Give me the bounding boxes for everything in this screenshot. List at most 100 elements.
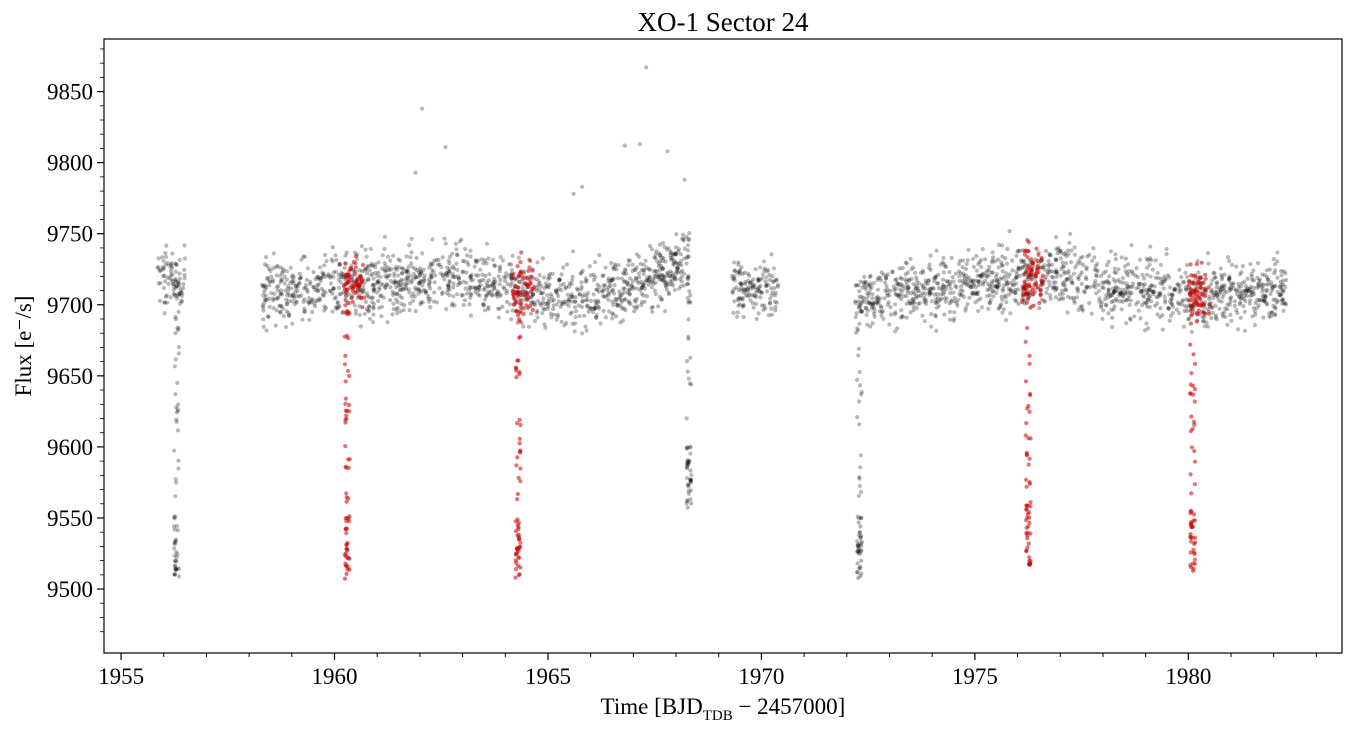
- data-point-s0-1428: [735, 314, 740, 319]
- data-point-s1-275: [344, 416, 349, 421]
- data-point-s0-1166: [579, 280, 584, 285]
- data-point-s0-712: [429, 272, 434, 277]
- data-point-s0-121: [531, 292, 536, 297]
- data-point-s0-771: [468, 248, 473, 253]
- data-point-s0-2456: [979, 274, 984, 280]
- data-point-s1-143: [1022, 252, 1028, 257]
- data-point-s0-1999: [1006, 286, 1011, 292]
- data-point-s0-2435: [942, 261, 947, 267]
- data-point-s0-2147: [1220, 295, 1225, 300]
- data-point-s0-2965: [858, 453, 863, 458]
- data-point-s0-1341: [409, 261, 414, 266]
- data-point-s0-131: [440, 272, 445, 277]
- data-point-s0-184: [641, 282, 646, 288]
- data-point-s1-60: [360, 262, 365, 268]
- data-point-s1-415: [1026, 541, 1031, 546]
- data-point-s0-851: [366, 309, 371, 314]
- data-point-s0-2159: [1101, 286, 1106, 291]
- data-point-s0-2866: [174, 419, 179, 424]
- data-point-s0-2278: [1239, 292, 1244, 297]
- data-point-s0-1074: [657, 251, 662, 256]
- data-point-s0-1029: [331, 285, 336, 291]
- data-point-s1-490: [1188, 550, 1193, 555]
- data-point-s0-1680: [1016, 266, 1021, 271]
- data-point-s0-2936: [686, 334, 691, 339]
- data-point-s0-2907: [688, 477, 694, 483]
- data-point-s0-2638: [1251, 289, 1256, 294]
- data-point-s0-293: [643, 258, 648, 263]
- data-point-s0-1168: [671, 252, 677, 257]
- data-point-s0-1668: [991, 255, 996, 260]
- data-point-s0-1563: [1109, 299, 1114, 305]
- data-point-s0-780: [555, 314, 561, 319]
- data-point-s0-211: [320, 270, 325, 275]
- data-point-s0-1031: [550, 271, 555, 276]
- data-point-s0-1521: [770, 290, 775, 295]
- data-point-s1-154: [1029, 257, 1034, 262]
- data-point-s0-1228: [330, 245, 335, 250]
- data-point-s1-66: [528, 274, 534, 279]
- data-point-s0-1559: [1243, 298, 1248, 304]
- data-point-s1-308: [344, 546, 349, 551]
- data-point-s0-1404: [752, 293, 757, 298]
- data-point-s0-215: [382, 246, 387, 252]
- data-point-s0-1608: [996, 257, 1001, 262]
- data-point-s0-600: [460, 269, 465, 274]
- data-point-s0-164: [545, 276, 551, 282]
- data-point-s0-1937: [1049, 274, 1054, 279]
- data-point-s0-2263: [1014, 272, 1020, 277]
- data-point-s0-105: [271, 298, 276, 303]
- data-point-s1-397: [1024, 518, 1029, 523]
- data-point-s0-2534: [1160, 282, 1165, 287]
- data-point-s0-123: [641, 268, 646, 273]
- data-point-s0-2829: [1064, 277, 1070, 282]
- data-point-s0-2251: [1219, 272, 1224, 278]
- data-point-s0-538: [275, 295, 280, 301]
- data-point-s0-2899: [176, 328, 181, 333]
- data-point-s0-1085: [455, 267, 460, 272]
- data-point-s0-1783: [1238, 296, 1243, 301]
- data-point-s0-296: [461, 279, 466, 284]
- data-point-s0-2716: [1063, 287, 1068, 292]
- data-point-s0-572: [299, 293, 304, 298]
- data-point-s0-2555: [1094, 291, 1099, 296]
- data-point-s0-2695: [1108, 249, 1113, 254]
- data-point-s0-2352: [1002, 274, 1007, 279]
- data-point-s0-2163: [1255, 275, 1260, 280]
- data-point-s0-669: [407, 290, 412, 295]
- data-point-s0-1814: [977, 279, 982, 284]
- data-point-s0-1650: [1014, 299, 1019, 304]
- data-point-s0-2721: [1167, 299, 1173, 304]
- data-point-s0-3000: [856, 493, 862, 498]
- data-point-s0-1545: [1014, 269, 1019, 274]
- data-point-s0-1424: [773, 304, 778, 310]
- data-point-s0-1910: [923, 291, 928, 296]
- data-point-s0-2220: [1054, 257, 1059, 263]
- data-point-s0-1659: [853, 300, 858, 305]
- data-point-s0-1048: [584, 293, 590, 299]
- data-point-s1-38: [351, 259, 356, 265]
- data-point-s0-13: [163, 279, 168, 284]
- data-point-s0-1560: [947, 317, 953, 322]
- data-point-s0-1986: [894, 277, 899, 282]
- data-point-s0-2573: [1111, 290, 1116, 295]
- data-point-s0-638: [392, 271, 397, 276]
- data-point-s0-2631: [1045, 286, 1050, 291]
- data-point-s1-367: [514, 560, 519, 565]
- data-point-s0-1026: [323, 305, 329, 311]
- data-point-s0-974: [671, 258, 676, 263]
- data-point-s0-59: [160, 265, 165, 270]
- data-point-s0-1203: [569, 292, 574, 297]
- data-point-s1-366: [517, 436, 522, 441]
- data-point-s0-2415: [924, 298, 929, 303]
- data-point-s0-1543: [877, 275, 882, 280]
- data-point-s0-3022: [443, 144, 448, 150]
- data-point-s0-1697: [1176, 282, 1181, 287]
- data-point-s0-983: [282, 281, 287, 286]
- data-point-s0-1178: [275, 263, 280, 268]
- data-point-s0-731: [368, 246, 373, 252]
- data-point-s0-2911: [684, 445, 690, 450]
- data-point-s0-2931: [689, 382, 694, 387]
- data-point-s0-44: [160, 255, 165, 260]
- data-point-s0-1431: [737, 267, 743, 273]
